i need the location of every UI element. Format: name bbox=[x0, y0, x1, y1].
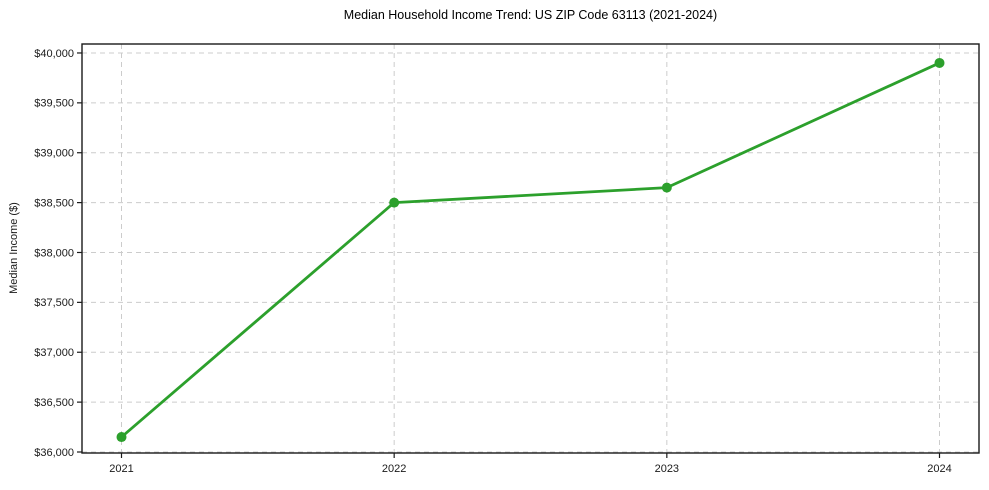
x-tick-label: 2024 bbox=[927, 463, 951, 475]
y-tick-label: $36,500 bbox=[34, 397, 74, 409]
data-point-2021 bbox=[116, 432, 127, 443]
y-tick-label: $39,500 bbox=[34, 98, 74, 110]
chart-title: Median Household Income Trend: US ZIP Co… bbox=[343, 8, 718, 22]
y-tick-label: $36,000 bbox=[34, 447, 74, 459]
plot-border bbox=[81, 43, 980, 454]
x-tick-label: 2021 bbox=[109, 463, 133, 475]
y-tick-label: $39,000 bbox=[34, 148, 74, 160]
x-tick-label: 2022 bbox=[382, 463, 406, 475]
y-tick-label: $38,500 bbox=[34, 197, 74, 209]
y-tick-label: $38,000 bbox=[34, 247, 74, 259]
y-tick-label: $40,000 bbox=[34, 48, 74, 60]
data-point-2024 bbox=[934, 57, 945, 68]
y-tick-label: $37,000 bbox=[34, 347, 74, 359]
trend-line bbox=[120, 61, 941, 439]
data-point-2022 bbox=[389, 197, 400, 208]
x-tick-label: 2023 bbox=[655, 463, 679, 475]
y-tick-label: $37,500 bbox=[34, 297, 74, 309]
data-point-2023 bbox=[661, 182, 672, 193]
